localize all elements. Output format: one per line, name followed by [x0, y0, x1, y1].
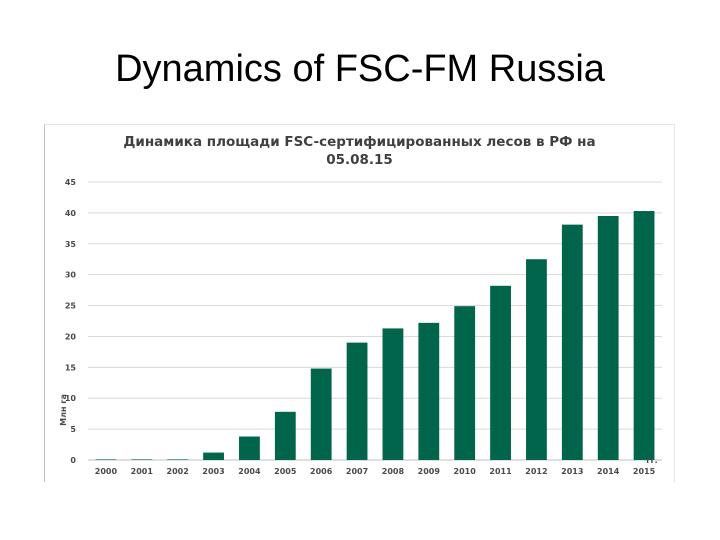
- x-tick-labels: 2000 2001 2002 2003 2004 2005 2006 2007 2008 2009…: [95, 467, 656, 476]
- bar-2004: [239, 436, 260, 460]
- y-tick-label: 5: [70, 425, 76, 434]
- bar-2011: [490, 285, 511, 460]
- bars: [95, 211, 655, 460]
- x-tick-label: 2014: [597, 467, 620, 476]
- y-tick-labels: 0 5 10 15 20 25 30 35 40 45: [65, 178, 77, 465]
- y-tick-label: 45: [65, 178, 77, 187]
- x-tick-label: 2008: [382, 467, 405, 476]
- bar-2008: [382, 328, 404, 460]
- x-axis-unit-label: гг.: [646, 456, 657, 465]
- bar-2007: [346, 342, 368, 460]
- chart-title-line-2: 05.08.15: [326, 152, 393, 168]
- y-tick-label: 40: [65, 209, 77, 218]
- bar-2005: [274, 411, 296, 460]
- y-tick-label: 10: [65, 394, 77, 403]
- y-tick-label: 25: [65, 302, 77, 311]
- bar-2003: [203, 452, 224, 460]
- x-tick-label: 2013: [561, 467, 583, 476]
- x-tick-label: 2006: [310, 467, 333, 476]
- y-tick-label: 20: [65, 332, 77, 341]
- y-tick-label: 30: [65, 271, 77, 280]
- bar-2000: [95, 459, 117, 460]
- bar-2014: [597, 215, 619, 460]
- bar-2012: [526, 259, 547, 460]
- x-tick-label: 2010: [454, 467, 477, 476]
- bar-2010: [454, 306, 476, 460]
- y-tick-label: 0: [70, 456, 76, 465]
- chart-title-line-1: Динамика площади FSC-сертифицированных л…: [123, 134, 596, 150]
- x-tick-label: 2005: [274, 467, 297, 476]
- x-tick-label: 2012: [525, 467, 547, 476]
- y-axis-label: Млн га: [59, 394, 68, 426]
- bar-2013: [561, 224, 583, 460]
- bar-2006: [310, 368, 332, 460]
- x-tick-label: 2001: [131, 467, 154, 476]
- x-tick-label: 2003: [202, 467, 224, 476]
- bar-2001: [131, 459, 153, 460]
- x-tick-label: 2000: [95, 467, 118, 476]
- bar-2002: [167, 459, 189, 460]
- x-tick-label: 2011: [489, 467, 512, 476]
- y-tick-label: 15: [65, 363, 77, 372]
- chart-title: Динамика площади FSC-сертифицированных л…: [44, 133, 675, 169]
- bar-2015: [633, 211, 655, 460]
- x-tick-label: 2002: [167, 467, 189, 476]
- bar-2009: [418, 322, 440, 460]
- slide-title: Dynamics of FSC-FM Russia: [115, 48, 605, 90]
- x-tick-label: 2015: [633, 467, 656, 476]
- x-tick-label: 2007: [346, 467, 368, 476]
- y-tick-label: 35: [65, 240, 77, 249]
- x-tick-label: 2004: [238, 467, 261, 476]
- x-tick-label: 2009: [418, 467, 441, 476]
